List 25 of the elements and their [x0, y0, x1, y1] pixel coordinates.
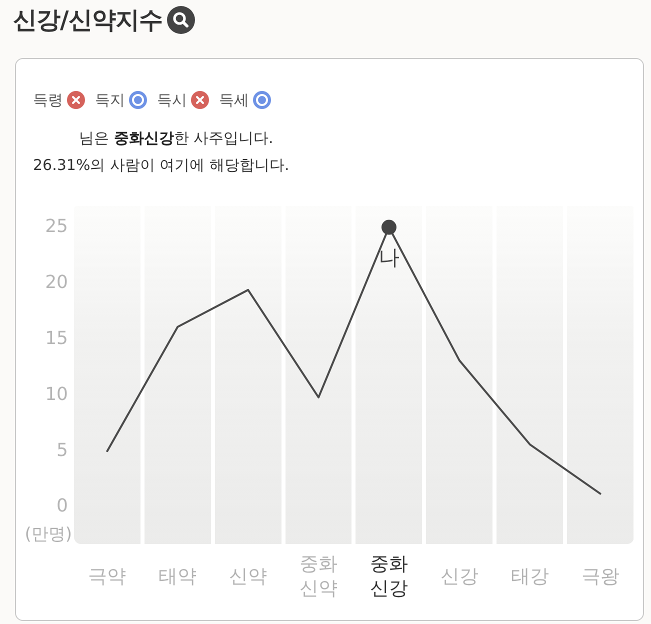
text: 득지	[95, 90, 125, 110]
y-tick-label: 20	[45, 272, 68, 293]
x-tick-label: 중화 신강	[370, 552, 408, 600]
chart-title: 신강/신약지수	[13, 5, 162, 36]
y-tick-label: 25	[45, 216, 68, 237]
x-tick-label: 태약	[158, 565, 197, 588]
text: 님은	[79, 129, 109, 147]
annotation: 나	[378, 246, 400, 270]
x-tick-label: 태강	[510, 565, 549, 588]
x-tick-label: 극왕	[581, 565, 620, 588]
y-tick-label: 5	[56, 440, 68, 461]
x-tick-label: 중화 신약	[300, 552, 338, 600]
x-tick-label: 극약	[88, 565, 126, 588]
text: 한 사주입니다.	[174, 129, 274, 147]
x-tick-label: 신약	[229, 565, 268, 588]
text: 26.31%의 사람이 여기에 해당합니다.	[33, 156, 290, 175]
y-tick-label: 10	[45, 384, 68, 405]
y-tick-label: 0	[56, 496, 68, 517]
text: 득세	[219, 90, 249, 110]
y-tick-label: 15	[45, 328, 68, 349]
text: 득시	[157, 90, 187, 110]
y-axis-title: (만명)	[24, 524, 72, 544]
text: 득령	[33, 90, 63, 110]
x-tick-label: 신강	[440, 565, 478, 588]
text: 중화신강	[114, 129, 174, 147]
